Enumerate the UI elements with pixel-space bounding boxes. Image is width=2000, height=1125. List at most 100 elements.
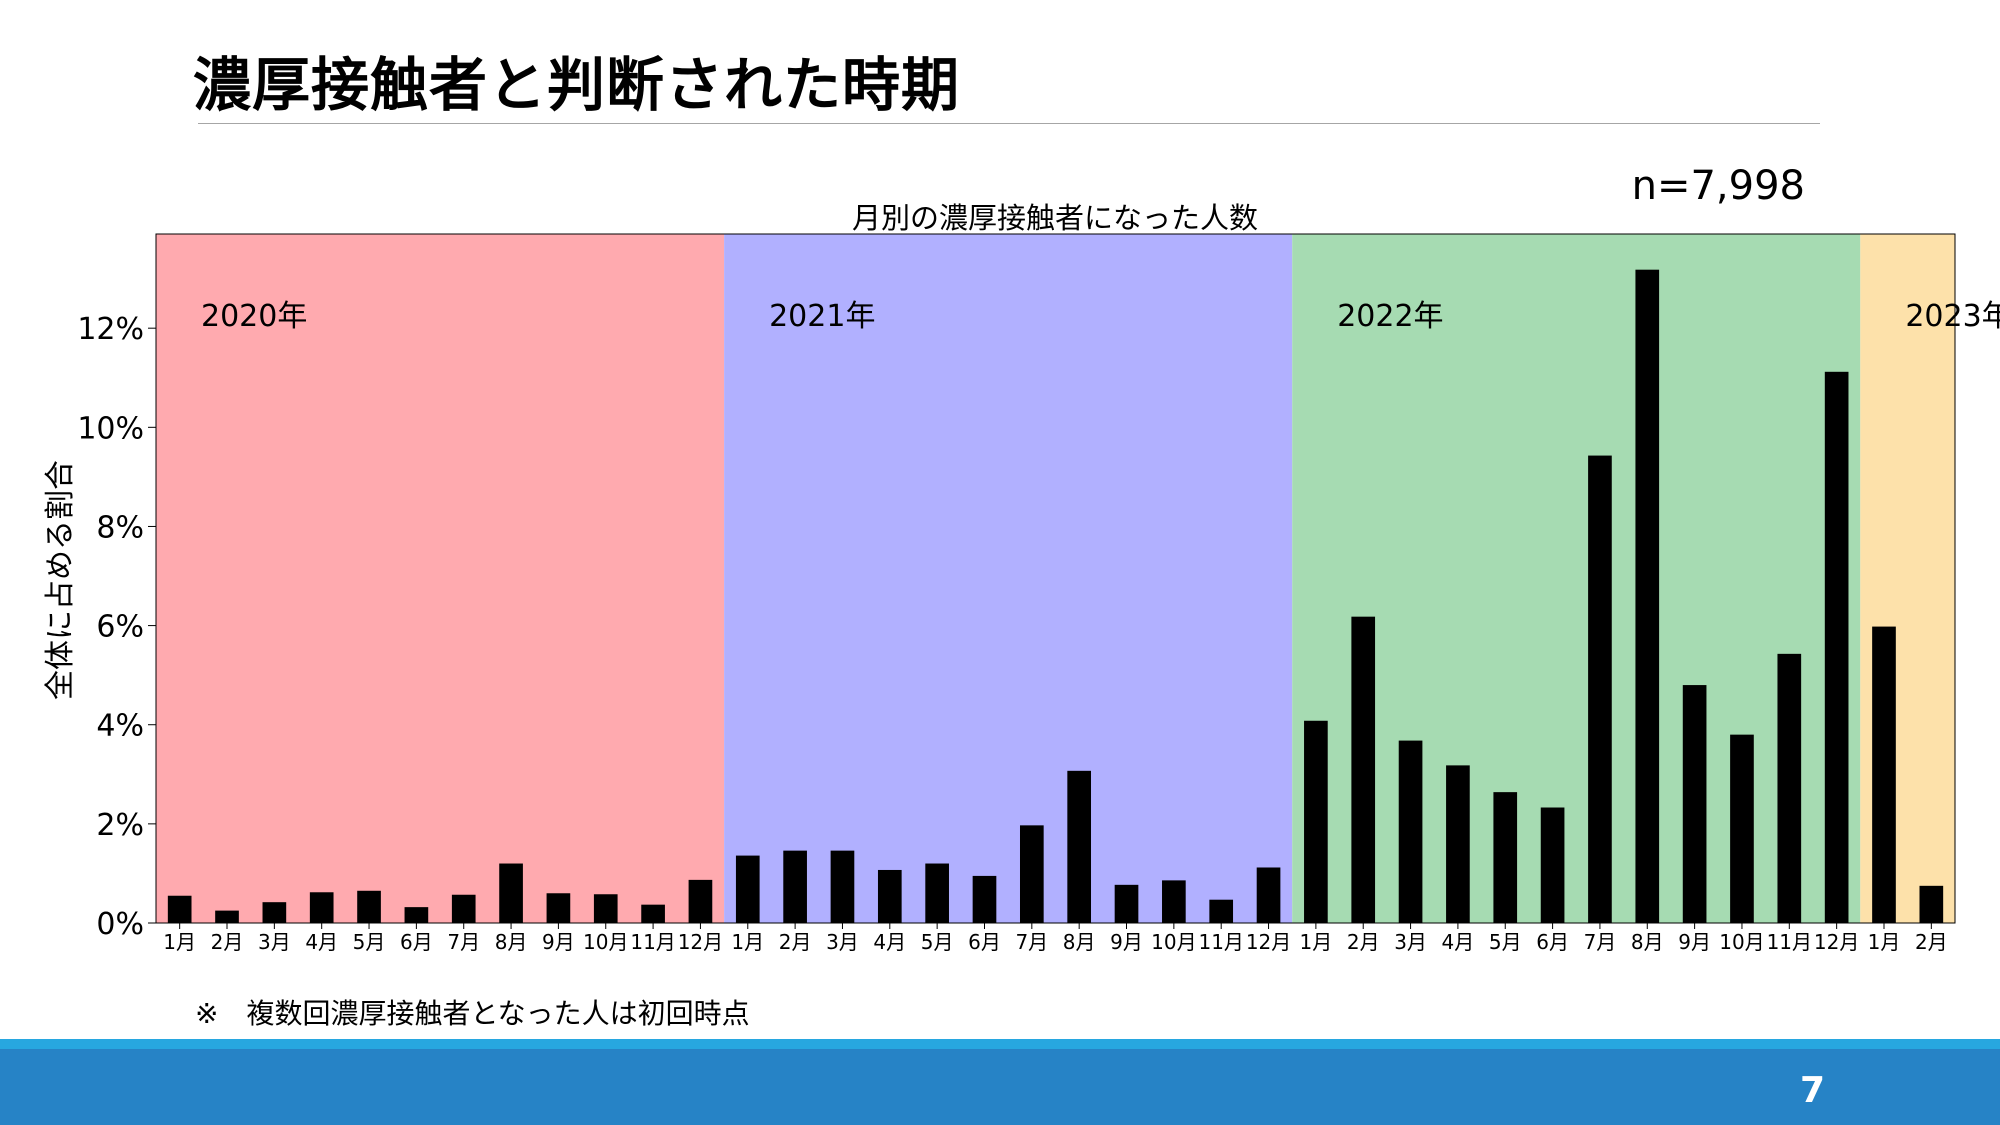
x-tick-label: 9月	[542, 930, 575, 954]
x-tick-label: 5月	[1489, 930, 1522, 954]
x-tick-label: 6月	[400, 930, 433, 954]
footer-accent-stripe	[0, 1039, 2000, 1049]
x-tick-label: 10月	[1719, 930, 1764, 954]
x-tick-label: 2月	[1347, 930, 1380, 954]
x-tick-label: 9月	[1110, 930, 1143, 954]
bar	[1114, 884, 1139, 923]
bar	[925, 863, 949, 923]
x-tick-label: 7月	[447, 930, 480, 954]
x-tick-label: 12月	[1246, 930, 1291, 954]
title-divider	[198, 123, 1820, 124]
bar	[593, 894, 618, 923]
page-number: 7	[1800, 1070, 1826, 1111]
x-tick-label: 10月	[583, 930, 628, 954]
bar	[972, 875, 997, 923]
plot-frame	[155, 233, 1956, 924]
y-tick-label: 10%	[77, 411, 144, 446]
y-tick-label: 12%	[77, 312, 144, 347]
x-tick-label: 8月	[1063, 930, 1096, 954]
period-background	[156, 234, 725, 923]
bar	[688, 879, 713, 923]
x-tick-label: 7月	[1584, 930, 1617, 954]
bar	[1398, 740, 1423, 923]
x-tick-label: 3月	[826, 930, 859, 954]
x-tick-label: 8月	[1631, 930, 1664, 954]
x-tick-label: 11月	[1198, 930, 1243, 954]
y-tick-label: 4%	[96, 709, 144, 744]
bar	[262, 902, 287, 923]
bar	[830, 850, 855, 923]
x-tick-label: 4月	[873, 930, 906, 954]
bar	[1351, 616, 1376, 923]
x-tick-label: 11月	[630, 930, 675, 954]
slide-title: 濃厚接触者と判断された時期	[193, 51, 961, 119]
bar	[1730, 734, 1754, 923]
x-tick-label: 2月	[1915, 930, 1948, 954]
x-tick-label: 1月	[163, 930, 196, 954]
x-tick-label: 11月	[1767, 930, 1812, 954]
x-tick-label: 8月	[495, 930, 528, 954]
chart-title: 月別の濃厚接触者になった人数	[851, 201, 1258, 235]
x-tick-label: 5月	[353, 930, 386, 954]
period-label: 2020年	[201, 299, 307, 334]
period-background	[724, 234, 1293, 923]
y-tick-label: 0%	[96, 907, 144, 942]
x-tick-label: 4月	[1442, 930, 1475, 954]
y-tick-label: 8%	[96, 510, 144, 545]
x-tick-label: 7月	[1015, 930, 1048, 954]
bar	[1162, 880, 1186, 923]
bar	[215, 910, 239, 923]
bar	[1304, 720, 1328, 923]
x-tick-label: 3月	[1394, 930, 1427, 954]
bar	[1209, 899, 1234, 923]
x-tick-label: 10月	[1151, 930, 1196, 954]
bar	[404, 907, 429, 923]
footnote: ※ 複数回濃厚接触者となった人は初回時点	[195, 997, 750, 1030]
bar	[309, 892, 334, 923]
bar	[735, 855, 760, 923]
bar	[546, 893, 571, 923]
bar	[1540, 807, 1565, 923]
x-tick-label: 2月	[779, 930, 812, 954]
bar	[167, 895, 192, 923]
y-tick-label: 2%	[96, 808, 144, 843]
footer-bar	[0, 1049, 2000, 1125]
x-tick-label: 6月	[968, 930, 1001, 954]
bar	[1872, 626, 1896, 923]
bar	[783, 850, 807, 923]
x-tick-label: 1月	[731, 930, 764, 954]
x-tick-label: 5月	[921, 930, 954, 954]
x-tick-label: 6月	[1536, 930, 1569, 954]
x-tick-label: 2月	[211, 930, 244, 954]
x-tick-label: 3月	[258, 930, 291, 954]
period-label: 2021年	[769, 299, 875, 334]
bar	[499, 863, 523, 923]
bar	[641, 904, 665, 923]
x-tick-label: 1月	[1868, 930, 1901, 954]
period-label: 2023年	[1905, 299, 2000, 334]
bar	[877, 869, 902, 923]
x-tick-label: 12月	[678, 930, 723, 954]
bar	[357, 890, 381, 923]
bar	[1019, 825, 1044, 923]
bar	[1635, 269, 1660, 923]
bar	[1446, 765, 1470, 923]
bar	[1493, 792, 1518, 923]
x-tick-label: 9月	[1678, 930, 1711, 954]
x-tick-label: 1月	[1300, 930, 1333, 954]
bar	[1824, 371, 1849, 923]
bar	[1067, 770, 1092, 923]
y-tick-label: 6%	[96, 610, 144, 645]
bar	[1682, 685, 1707, 923]
sample-size-label: n=7,998	[1631, 163, 1805, 209]
period-background	[1292, 234, 1861, 923]
bar	[1256, 867, 1281, 923]
x-tick-label: 12月	[1814, 930, 1859, 954]
bar	[1588, 455, 1612, 923]
bar	[1919, 885, 1944, 923]
x-tick-label: 4月	[305, 930, 338, 954]
period-label: 2022年	[1337, 299, 1443, 334]
bar	[451, 894, 476, 923]
bar	[1777, 653, 1802, 923]
